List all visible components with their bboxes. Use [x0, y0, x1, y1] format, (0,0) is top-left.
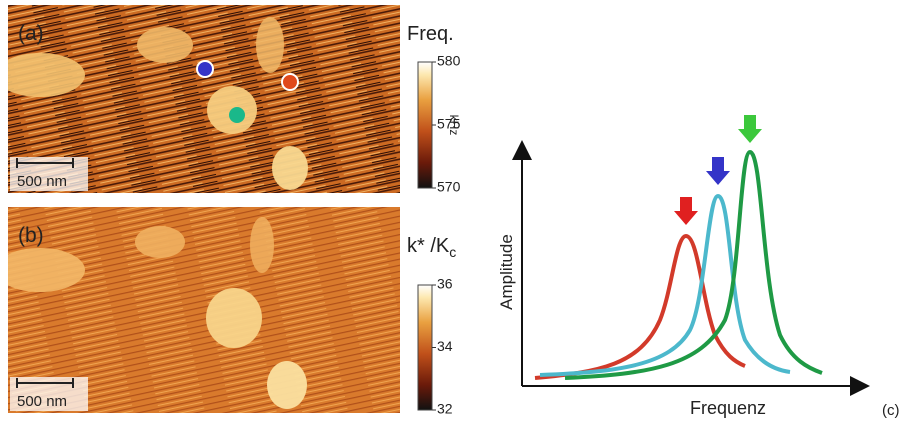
y-axis-label: Amplitude	[497, 234, 516, 310]
colorbar	[417, 61, 433, 189]
panel-label: (b)	[18, 224, 44, 247]
panel-label: (c)	[882, 402, 900, 419]
afm-image-b	[8, 207, 400, 413]
colorbar-tick-label: 32	[437, 401, 453, 417]
colorbar-tick-label: 34	[437, 338, 453, 354]
colorbar-title-sub: c	[449, 244, 456, 260]
scale-bar-label: 500 nm	[17, 393, 67, 410]
colorbar-tick-label: 570	[437, 179, 461, 195]
colorbar-tick-label: 36	[437, 276, 453, 292]
resonance-plot	[512, 115, 870, 396]
scale-bar-label: 500 nm	[17, 173, 67, 190]
colorbar	[417, 284, 433, 411]
colorbar-tick-label: 580	[437, 53, 461, 69]
colorbar-tick-label: 575	[437, 116, 461, 132]
panel-label: (a)	[18, 22, 44, 45]
x-axis-label: Frequenz	[690, 398, 766, 418]
colorbar-title-main: k* /K	[407, 235, 450, 257]
colorbar-unit: kHz	[447, 115, 461, 136]
colorbar-title: k* /Kc	[407, 235, 456, 260]
colorbar-title: Freq.	[407, 23, 454, 45]
